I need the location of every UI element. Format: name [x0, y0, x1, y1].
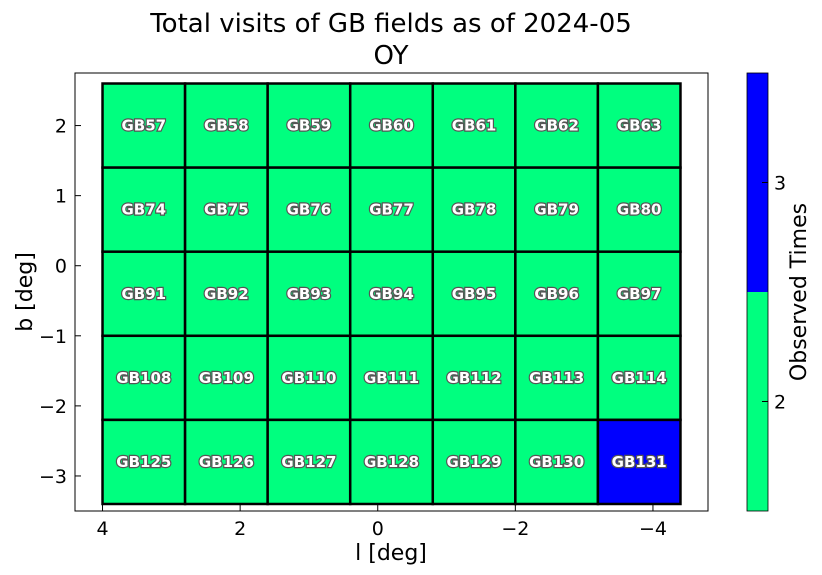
field-label: GB58: [204, 117, 249, 135]
chart-title: Total visits of GB fields as of 2024-05: [149, 9, 632, 39]
field-label: GB62: [534, 117, 579, 135]
field-label: GB79: [534, 201, 579, 219]
x-tick-label: 4: [96, 518, 108, 540]
field-cell: [266, 250, 352, 338]
field-label: GB93: [287, 285, 332, 303]
x-tick-label: −4: [639, 518, 667, 540]
field-cell: [101, 166, 187, 253]
field-label: GB57: [121, 117, 166, 135]
field-cell: [101, 418, 187, 506]
field-label: GB94: [369, 285, 414, 303]
field-label: GB131: [612, 453, 667, 471]
colorbar-tick-label: 3: [774, 173, 786, 195]
y-tick-label: 0: [55, 256, 67, 278]
field-cell: [596, 82, 682, 169]
field-label: GB96: [534, 285, 579, 303]
y-tick-label: 1: [55, 186, 67, 208]
field-label: GB91: [121, 285, 166, 303]
field-label: GB113: [529, 369, 584, 387]
field-cell: [183, 82, 269, 169]
field-cell: [266, 166, 352, 253]
field-cell: [266, 334, 352, 422]
field-cell: [348, 334, 435, 422]
field-label: GB92: [204, 285, 249, 303]
field-labels: GB57 GB58 GB59 GB60 GB61 GB62 GB63 GB74 GB75 GB76…: [115, 115, 668, 472]
field-label: GB78: [452, 201, 497, 219]
x-tick-label: 2: [234, 518, 246, 540]
field-label: GB109: [199, 369, 254, 387]
field-label: GB129: [447, 453, 502, 471]
field-label: GB130: [529, 453, 584, 471]
field-label: GB59: [287, 117, 332, 135]
field-label: GB127: [281, 453, 336, 471]
colorbar-segment: [747, 73, 768, 292]
field-cells: [101, 82, 682, 506]
field-label: GB97: [617, 285, 662, 303]
field-cell: [596, 250, 682, 338]
field-label: GB128: [364, 453, 419, 471]
field-label: GB125: [116, 453, 171, 471]
x-axis-ticks: 4 2 0 −2 −4: [96, 505, 667, 540]
chart-subtitle: OY: [374, 41, 409, 71]
x-axis-label: l [deg]: [355, 541, 427, 566]
field-cell: [266, 82, 352, 169]
field-cell: [596, 418, 682, 506]
field-label: GB110: [281, 369, 336, 387]
field-label: GB76: [287, 201, 332, 219]
field-cell: [431, 334, 517, 422]
field-label: GB60: [369, 117, 414, 135]
field-label: GB80: [617, 201, 662, 219]
field-cell: [431, 166, 517, 253]
y-tick-label: 2: [55, 116, 67, 138]
field-cell: [183, 250, 269, 338]
y-axis-label: b [deg]: [13, 252, 38, 332]
field-label: GB108: [116, 369, 171, 387]
colorbar-frame: [746, 72, 769, 512]
field-label: GB126: [199, 453, 254, 471]
field-cell: [514, 166, 600, 253]
field-label: GB75: [204, 201, 249, 219]
field-cell: [183, 418, 269, 506]
colorbar: 23: [746, 72, 786, 512]
field-label: GB63: [617, 117, 662, 135]
field-cell: [183, 166, 269, 253]
y-tick-label: −3: [39, 466, 67, 488]
field-cell: [431, 250, 517, 338]
y-axis-ticks: 2 1 0 −1 −2 −3: [39, 116, 81, 488]
colorbar-segment: [747, 292, 768, 511]
field-cell: [596, 166, 682, 253]
field-label: GB77: [369, 201, 414, 219]
y-tick-label: −1: [39, 326, 67, 348]
field-cell: [596, 334, 682, 422]
x-tick-label: −2: [501, 518, 529, 540]
x-tick-label: 0: [372, 518, 384, 540]
y-tick-label: −2: [39, 396, 67, 418]
field-label: GB112: [447, 369, 502, 387]
field-cell: [101, 82, 187, 169]
field-cell: [183, 334, 269, 422]
field-cell: [431, 418, 517, 506]
field-label: GB95: [452, 285, 497, 303]
field-label: GB61: [452, 117, 497, 135]
field-cell: [266, 418, 352, 506]
field-label: GB114: [612, 369, 667, 387]
field-cell: [348, 250, 435, 338]
field-label: GB111: [364, 369, 419, 387]
plot-frame: [74, 72, 709, 512]
field-cell: [101, 250, 187, 338]
colorbar-tick-label: 2: [774, 392, 786, 414]
colorbar-label: Observed Times: [787, 203, 812, 381]
field-label: GB74: [121, 201, 166, 219]
